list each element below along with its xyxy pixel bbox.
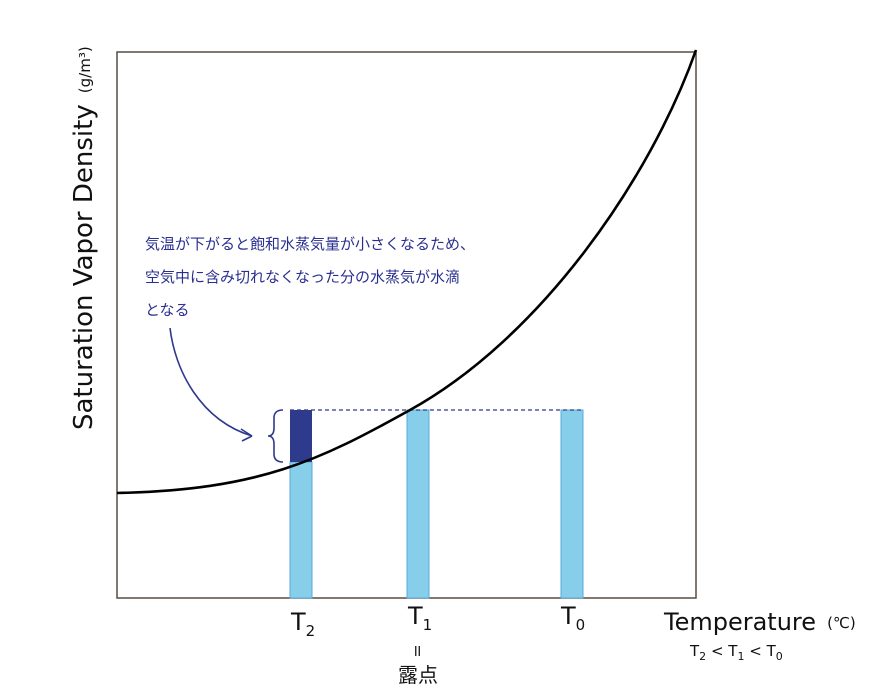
brace-icon bbox=[267, 409, 284, 463]
annotation-line-3: となる bbox=[145, 301, 190, 319]
tick-t2-sub: 2 bbox=[306, 622, 316, 640]
svg-text:T1: T1 bbox=[407, 602, 432, 634]
bar-t2-vapor bbox=[289, 461, 313, 599]
y-axis-label: Saturation Vapor Density bbox=[69, 104, 99, 430]
tick-t1-main: T bbox=[407, 602, 423, 630]
y-axis-unit: (g/m³) bbox=[76, 46, 94, 93]
bar-t0 bbox=[560, 409, 584, 599]
tick-t2-main: T bbox=[290, 608, 306, 636]
dew-point-label: 露点 bbox=[398, 663, 438, 687]
tick-t0-sub: 0 bbox=[576, 616, 586, 634]
annotation-arrow bbox=[169, 327, 253, 437]
annotation-line-1: 気温が下がると飽和水蒸気量が小さくなるため、 bbox=[145, 235, 475, 253]
tick-t0-main: T bbox=[560, 602, 576, 630]
svg-text:T2: T2 bbox=[290, 608, 315, 640]
tick-t1-sub: 1 bbox=[423, 616, 433, 634]
annotation-line-2: 空気中に含み切れなくなった分の水蒸気が水滴 bbox=[145, 268, 460, 286]
temperature-condition: T2 < T1 < T0 bbox=[689, 642, 783, 663]
arrowhead-icon bbox=[240, 428, 253, 442]
bar-t1 bbox=[406, 409, 430, 599]
bar-t2-condensed-water bbox=[290, 410, 312, 462]
svg-text:Temperature (℃): Temperature (℃) bbox=[663, 608, 856, 636]
x-axis-label: Temperature bbox=[663, 608, 816, 636]
svg-text:Saturation Vapor Density: Saturation Vapor Density (g/m³) bbox=[69, 46, 99, 430]
saturation-curve bbox=[116, 49, 698, 495]
x-axis-unit: (℃) bbox=[827, 614, 856, 632]
svg-text:T0: T0 bbox=[560, 602, 585, 634]
dew-point-equals: ॥ bbox=[412, 641, 422, 660]
